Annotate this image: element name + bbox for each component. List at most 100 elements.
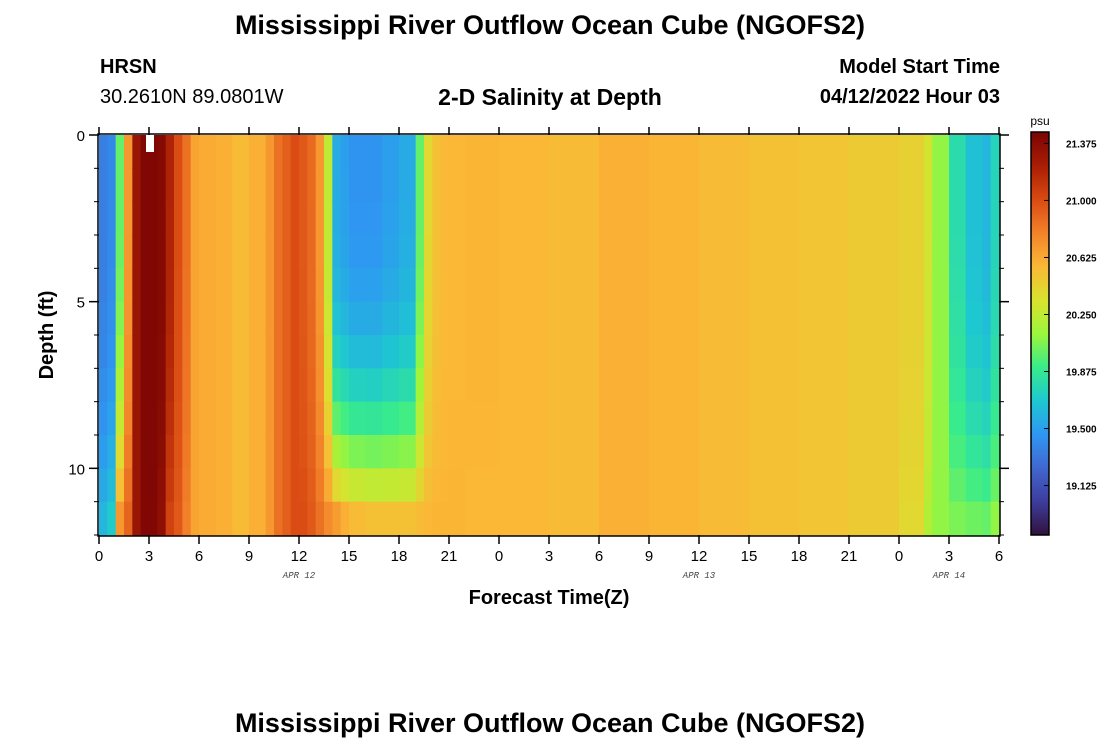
heatmap-cell	[649, 501, 700, 536]
heatmap-cell	[115, 235, 125, 269]
heatmap-cell	[399, 335, 417, 369]
heatmap-cell	[899, 201, 925, 236]
heatmap-cell	[232, 435, 250, 469]
heatmap-cell	[149, 368, 158, 403]
heatmap-cell	[215, 501, 233, 536]
station-coordinates: 30.2610N 89.0801W	[100, 86, 284, 108]
heatmap-cell	[340, 401, 350, 436]
heatmap-cell	[307, 368, 317, 403]
heatmap-cell	[165, 468, 175, 503]
heatmap-cell	[182, 301, 192, 336]
heatmap-cell	[290, 168, 300, 203]
heatmap-cell	[449, 268, 467, 303]
heatmap-cell	[165, 368, 175, 403]
heatmap-cell	[124, 201, 133, 236]
heatmap-cell	[165, 135, 175, 169]
heatmap-cell	[165, 201, 175, 236]
heatmap-cell	[115, 168, 125, 203]
heatmap-cell	[174, 168, 183, 203]
heatmap-cell	[165, 168, 175, 203]
heatmap-cell	[299, 468, 308, 503]
heatmap-cell	[649, 268, 700, 303]
heatmap-cell	[324, 401, 333, 436]
heatmap-cell	[924, 168, 933, 203]
x-tick-label: 18	[791, 548, 808, 565]
heatmap-cell	[215, 235, 233, 269]
heatmap-cell	[232, 401, 250, 436]
colorbar	[1030, 131, 1050, 536]
heatmap-cell	[132, 335, 142, 369]
heatmap-cell	[799, 301, 850, 336]
heatmap-cell	[290, 135, 300, 169]
heatmap-cell	[140, 335, 150, 369]
heatmap-cell	[449, 435, 467, 469]
heatmap-cell	[107, 401, 117, 436]
heatmap-cell	[140, 268, 150, 303]
heatmap-cell	[965, 135, 983, 169]
heatmap-cell	[649, 435, 700, 469]
heatmap-cell	[415, 435, 425, 469]
heatmap-cell	[365, 468, 383, 503]
heatmap-cell	[165, 301, 175, 336]
heatmap-cell	[599, 301, 650, 336]
heatmap-cell	[107, 301, 117, 336]
heatmap-cell	[440, 235, 450, 269]
colorbar-unit: psu	[1030, 114, 1049, 128]
heatmap-cell	[199, 435, 217, 469]
heatmap-cell	[365, 501, 383, 536]
heatmap-cell	[599, 235, 650, 269]
heatmap-cell	[315, 468, 325, 503]
heatmap-cell	[299, 268, 308, 303]
heatmap-cell	[699, 168, 750, 203]
heatmap-cell	[115, 501, 125, 536]
heatmap-cell	[282, 135, 292, 169]
heatmap-cell	[924, 435, 933, 469]
heatmap-cell	[199, 268, 217, 303]
heatmap-cell	[465, 501, 500, 536]
heatmap-cell	[449, 401, 467, 436]
heatmap-cell	[432, 301, 442, 336]
heatmap-cell	[432, 268, 442, 303]
heatmap-cell	[432, 368, 442, 403]
heatmap-cell	[365, 201, 383, 236]
heatmap-cell	[549, 135, 600, 169]
heatmap-cell	[424, 168, 433, 203]
heatmap-cell	[899, 301, 925, 336]
heatmap-cell	[315, 501, 325, 536]
heatmap-cell	[990, 201, 1000, 236]
heatmap-cell	[115, 135, 125, 169]
heatmap-cell	[982, 501, 992, 536]
heatmap-cell	[440, 468, 450, 503]
heatmap-cell	[965, 168, 983, 203]
heatmap-cell	[124, 235, 133, 269]
heatmap-cell	[99, 135, 108, 169]
heatmap-cell	[199, 501, 217, 536]
heatmap-cell	[265, 268, 275, 303]
x-tick-label: 3	[945, 548, 953, 565]
heatmap-cell	[315, 168, 325, 203]
heatmap-cell	[499, 268, 550, 303]
heatmap-cell	[140, 135, 150, 169]
heatmap-cell	[649, 368, 700, 403]
heatmap-cell	[232, 368, 250, 403]
heatmap-cell	[265, 201, 275, 236]
heatmap-cell	[124, 468, 133, 503]
heatmap-cell	[365, 235, 383, 269]
heatmap-cell	[340, 268, 350, 303]
heatmap-cell	[299, 435, 308, 469]
heatmap-cell	[290, 401, 300, 436]
heatmap-cell	[174, 301, 183, 336]
heatmap-cell	[282, 301, 292, 336]
heatmap-cell	[432, 168, 442, 203]
heatmap-cell	[549, 368, 600, 403]
heatmap-cell	[332, 435, 342, 469]
heatmap-cell	[499, 435, 550, 469]
heatmap-cell	[982, 135, 992, 169]
y-axis-title: Depth (ft)	[36, 291, 58, 380]
heatmap-cell	[157, 435, 167, 469]
heatmap-cell	[140, 201, 150, 236]
heatmap-cell	[332, 301, 342, 336]
heatmap-cell	[749, 501, 800, 536]
heatmap-cell	[249, 168, 267, 203]
heatmap-cell	[799, 501, 850, 536]
